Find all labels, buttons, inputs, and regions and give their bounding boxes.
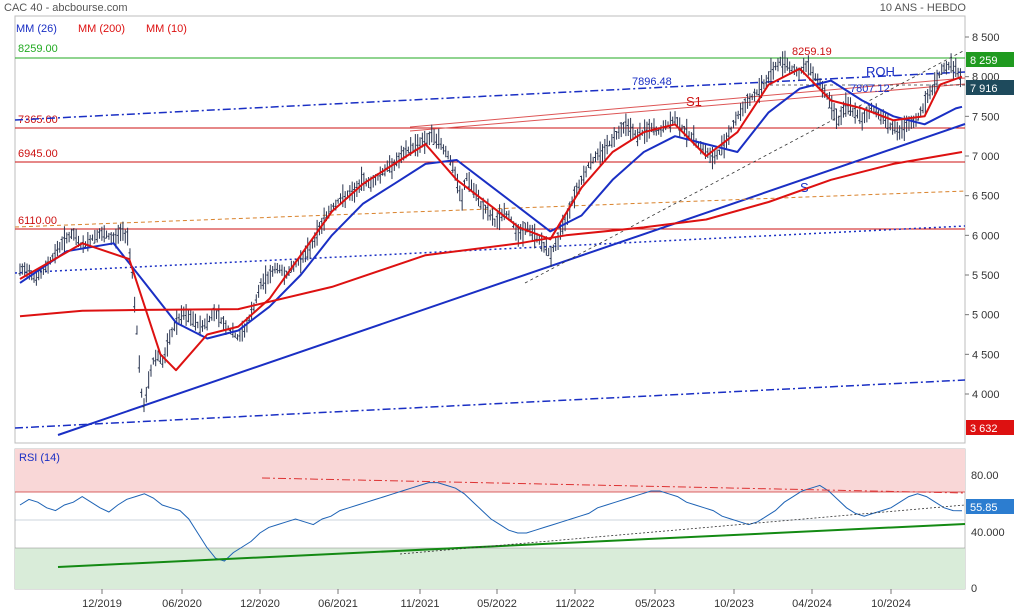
time-axis: 12/2019 06/2020 12/2020 06/2021 11/2021 05/20… [82, 589, 911, 610]
rsi-support-line [57, 523, 966, 568]
series-line-2 [19, 151, 963, 318]
time-tick-label: 11/2022 [556, 598, 595, 610]
chart-source-title: CAC 40 - abcbourse.com [4, 2, 128, 14]
level-6945-label: 6945.00 [18, 148, 58, 160]
legend-mm26: MM (26) [16, 23, 57, 35]
price-tick-label: 7 000 [972, 151, 1000, 163]
time-tick-label: 10/2024 [871, 598, 911, 610]
rsi-oversold-zone [15, 548, 965, 589]
rsi-trend-lines [57, 477, 966, 568]
rsi-overbought-zone [15, 449, 965, 492]
price-low-badge-text: 3 632 [970, 423, 998, 435]
period-label: 10 ANS - HEBDO [879, 2, 966, 14]
price-tick-label: 5 000 [972, 310, 1000, 322]
s1-line-a [409, 77, 966, 128]
lower-channel-line [14, 379, 966, 429]
time-tick-label: 05/2023 [635, 598, 675, 610]
thin-dashed-trend [524, 49, 966, 284]
orange-dashed-line [14, 190, 966, 228]
level-8259-label: 8259.00 [18, 43, 58, 55]
series-line-1 [19, 79, 963, 340]
s-label: S [800, 180, 809, 195]
time-tick-label: 04/2024 [792, 598, 832, 610]
time-tick-label: 06/2021 [318, 598, 358, 610]
s1-label: S1 [686, 94, 702, 109]
time-tick-label: 05/2022 [477, 598, 517, 610]
price-tick-label: 7 500 [972, 111, 1000, 123]
price-tick-label: 4 000 [972, 389, 1000, 401]
price-tick-label: 6 000 [972, 230, 1000, 242]
level-7365-label: 7365.00 [18, 114, 58, 126]
rsi-dotted-line [399, 504, 966, 555]
price-high-badge-text: 8 259 [970, 55, 998, 67]
rsi-title: RSI (14) [19, 452, 60, 464]
price-tick-label: 6 500 [972, 191, 1000, 203]
rsi-last-badge-text: 55.85 [970, 502, 998, 514]
rsi-tick-0: 0 [971, 583, 977, 595]
time-tick-label: 12/2020 [240, 598, 280, 610]
price-bars [18, 50, 961, 413]
time-tick-label: 10/2023 [714, 598, 754, 610]
time-tick-label: 11/2021 [401, 598, 440, 610]
rsi-tick-40: 40.000 [971, 527, 1005, 539]
legend-mm200: MM (200) [78, 23, 125, 35]
upper-channel-label: 7896.48 [632, 76, 672, 88]
level-6110-label: 6110.00 [18, 215, 57, 227]
peak-label: 8259.19 [792, 46, 832, 58]
lower-channel-label: 7807.12 [850, 83, 890, 95]
price-low-badge [966, 420, 1014, 435]
roh-label: ROH [866, 64, 895, 79]
series-line-3 [19, 67, 963, 372]
trend-lines [14, 49, 966, 436]
support-resistance-levels [15, 57, 965, 230]
s1-line-b [409, 83, 966, 132]
moving-averages [19, 67, 963, 372]
price-high-badge [966, 52, 1014, 67]
rsi-last-badge [966, 499, 1014, 514]
rsi-line [19, 482, 963, 562]
upper-channel-line [14, 71, 966, 121]
price-last-badge [966, 80, 1014, 95]
price-tick-label: 4 500 [972, 349, 1000, 361]
major-support-line-s [57, 123, 966, 436]
price-last-badge-text: 7 916 [970, 83, 998, 95]
rsi-tick-80: 80.00 [971, 470, 999, 482]
rsi-series [19, 482, 963, 562]
time-tick-label: 06/2020 [162, 598, 202, 610]
price-tick-label: 8 500 [972, 32, 1000, 44]
mid-channel-line [14, 225, 966, 274]
legend-mm10: MM (10) [146, 23, 187, 35]
time-tick-label: 12/2019 [82, 598, 122, 610]
price-tick-label: 5 500 [972, 270, 1000, 282]
rsi-resistance-line [261, 477, 966, 494]
